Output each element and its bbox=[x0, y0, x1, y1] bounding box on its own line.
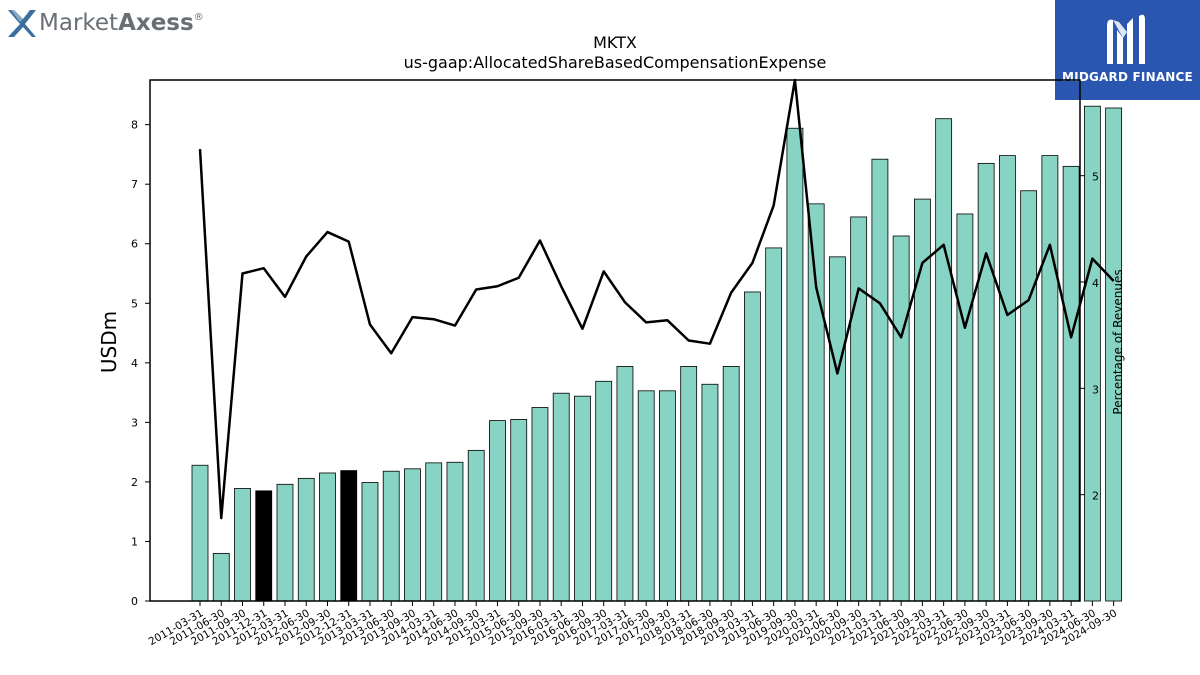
logo-text-market: Market bbox=[39, 10, 118, 36]
bar bbox=[510, 418, 528, 602]
bar bbox=[467, 449, 485, 602]
y-tick-label: 4 bbox=[131, 357, 138, 370]
bar bbox=[1062, 165, 1080, 602]
bar bbox=[382, 470, 400, 602]
midgard-m-icon bbox=[1107, 14, 1145, 65]
bar bbox=[191, 464, 209, 602]
bar bbox=[574, 395, 591, 602]
y-axis-left: 0 1 2 3 4 5 6 7 8 bbox=[131, 119, 150, 608]
marketaxess-logo: MarketAxess® bbox=[8, 10, 204, 37]
y2-tick-label: 2 bbox=[1092, 490, 1099, 503]
svg-text:MarketAxess®: MarketAxess® bbox=[39, 10, 204, 36]
bar-series bbox=[191, 105, 1123, 602]
y-tick-label: 6 bbox=[131, 238, 138, 251]
y-tick-label: 8 bbox=[131, 119, 138, 132]
y-tick-label: 5 bbox=[131, 297, 138, 310]
bar bbox=[531, 407, 549, 602]
line-series bbox=[198, 78, 1115, 520]
bar bbox=[892, 235, 910, 602]
logo-registered-mark: ® bbox=[194, 12, 204, 23]
bar bbox=[361, 482, 379, 602]
y-tick-label: 0 bbox=[131, 595, 138, 608]
bar bbox=[998, 155, 1016, 602]
y2-axis-label: Percentage of Revenues bbox=[1111, 269, 1125, 414]
bar bbox=[1041, 155, 1059, 602]
bar bbox=[765, 247, 783, 602]
bar bbox=[956, 213, 974, 602]
logo-text-axess: Axess bbox=[118, 10, 194, 36]
y2-tick-label: 3 bbox=[1092, 383, 1099, 396]
chart-subtitle: us-gaap:AllocatedShareBasedCompensationE… bbox=[404, 53, 827, 72]
y-tick-label: 7 bbox=[131, 178, 138, 191]
bar bbox=[935, 118, 953, 602]
bar bbox=[297, 477, 315, 602]
bar bbox=[319, 472, 336, 602]
bar bbox=[744, 291, 761, 602]
bar bbox=[425, 462, 443, 602]
bar bbox=[446, 461, 464, 602]
bar bbox=[276, 483, 294, 602]
y-tick-label: 1 bbox=[131, 535, 138, 548]
x-mark-icon bbox=[8, 10, 36, 37]
bar bbox=[637, 390, 655, 602]
y2-tick-label: 4 bbox=[1092, 277, 1099, 290]
bar bbox=[977, 162, 995, 602]
bar bbox=[722, 365, 740, 602]
y-axis-right: 2 3 4 5 bbox=[1080, 171, 1099, 503]
midgard-finance-label: MIDGARD FINANCE bbox=[1062, 70, 1193, 84]
bar bbox=[234, 488, 251, 602]
bar bbox=[680, 365, 698, 602]
y-tick-label: 2 bbox=[131, 476, 138, 489]
midgard-finance-badge: MIDGARD FINANCE bbox=[1055, 0, 1200, 100]
bar bbox=[616, 365, 634, 602]
bar bbox=[659, 390, 676, 602]
bar bbox=[807, 203, 825, 602]
plot-frame bbox=[149, 79, 1081, 602]
bar bbox=[850, 216, 868, 602]
bar bbox=[829, 256, 846, 602]
bar bbox=[212, 552, 230, 602]
bar bbox=[255, 490, 273, 602]
bar bbox=[871, 158, 889, 602]
y-tick-label: 3 bbox=[131, 416, 138, 429]
x-axis: 2011-03-312011-06-302011-09-302011-12-31… bbox=[147, 601, 1119, 648]
bar bbox=[404, 468, 421, 602]
bar bbox=[340, 470, 358, 602]
bar bbox=[1020, 190, 1038, 602]
bar bbox=[595, 380, 613, 602]
line-path bbox=[198, 78, 1115, 520]
bar bbox=[552, 392, 570, 602]
y2-tick-label: 5 bbox=[1092, 171, 1099, 184]
bar bbox=[786, 127, 804, 602]
bar bbox=[701, 383, 719, 602]
chart-title: MKTX bbox=[593, 33, 637, 52]
bar bbox=[489, 420, 506, 602]
y-axis-label: USDm bbox=[97, 311, 121, 373]
